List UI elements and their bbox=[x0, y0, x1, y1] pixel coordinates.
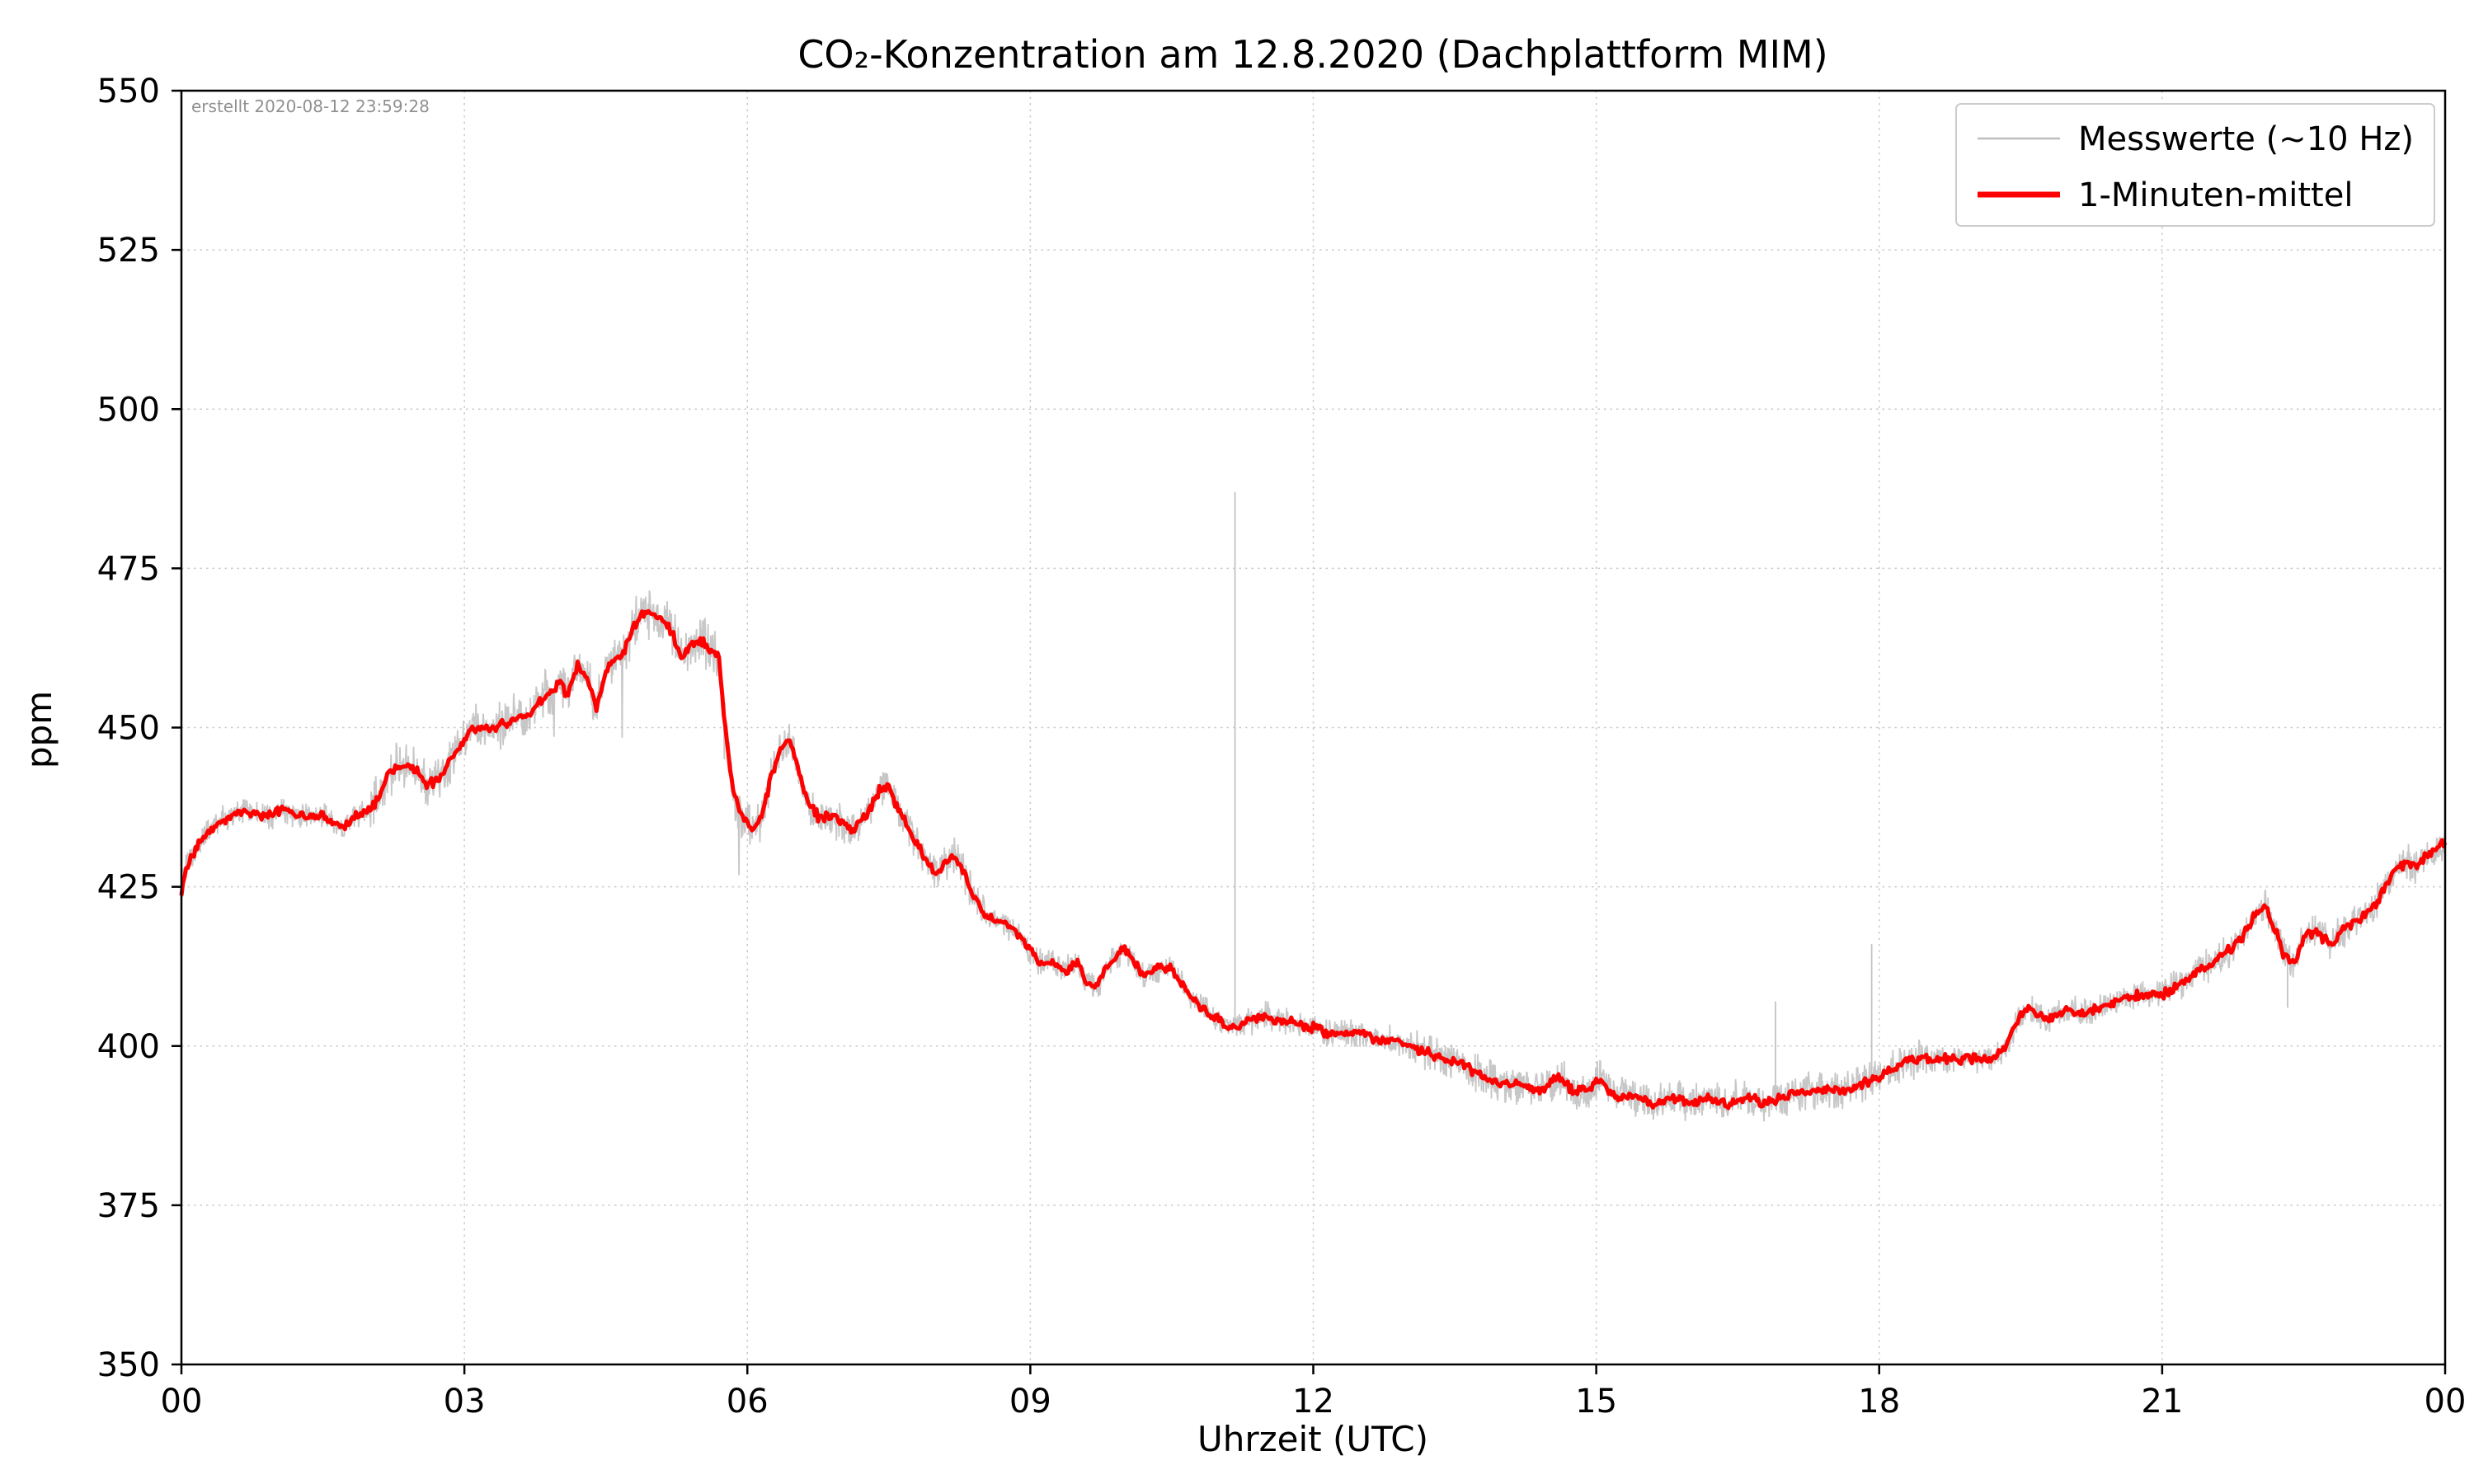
x-axis-label: Uhrzeit (UTC) bbox=[1197, 1419, 1428, 1459]
svg-text:500: 500 bbox=[97, 391, 160, 429]
legend: Messwerte (~10 Hz) 1-Minuten-mittel bbox=[1955, 103, 2435, 227]
svg-text:00: 00 bbox=[161, 1383, 203, 1421]
chart-title: CO₂-Konzentration am 12.8.2020 (Dachplat… bbox=[797, 32, 1827, 77]
y-axis-label: ppm bbox=[19, 691, 59, 768]
svg-text:21: 21 bbox=[2141, 1383, 2183, 1421]
svg-text:550: 550 bbox=[97, 73, 160, 110]
svg-text:09: 09 bbox=[1009, 1383, 1051, 1421]
svg-text:375: 375 bbox=[97, 1187, 160, 1225]
svg-text:525: 525 bbox=[97, 232, 160, 270]
axes-ticks: 350 375 400 425 450 475 500 525 550 00 03 06 09 12 15 1… bbox=[97, 73, 2467, 1421]
svg-text:18: 18 bbox=[1858, 1383, 1900, 1421]
series bbox=[179, 491, 2448, 1122]
svg-text:400: 400 bbox=[97, 1028, 160, 1066]
svg-text:425: 425 bbox=[97, 869, 160, 907]
legend-label-messwerte: Messwerte (~10 Hz) bbox=[2078, 120, 2414, 158]
svg-text:00: 00 bbox=[2425, 1383, 2467, 1421]
grid bbox=[181, 90, 2446, 1365]
svg-text:350: 350 bbox=[97, 1346, 160, 1384]
legend-label-minutenmittel: 1-Minuten-mittel bbox=[2078, 176, 2353, 214]
svg-text:12: 12 bbox=[1292, 1383, 1334, 1421]
legend-box bbox=[1955, 103, 2435, 227]
svg-text:475: 475 bbox=[97, 550, 160, 588]
svg-text:03: 03 bbox=[444, 1383, 486, 1421]
svg-text:450: 450 bbox=[97, 710, 160, 748]
svg-text:15: 15 bbox=[1575, 1383, 1617, 1421]
svg-text:06: 06 bbox=[727, 1383, 769, 1421]
created-stamp: erstellt 2020-08-12 23:59:28 bbox=[191, 96, 430, 116]
